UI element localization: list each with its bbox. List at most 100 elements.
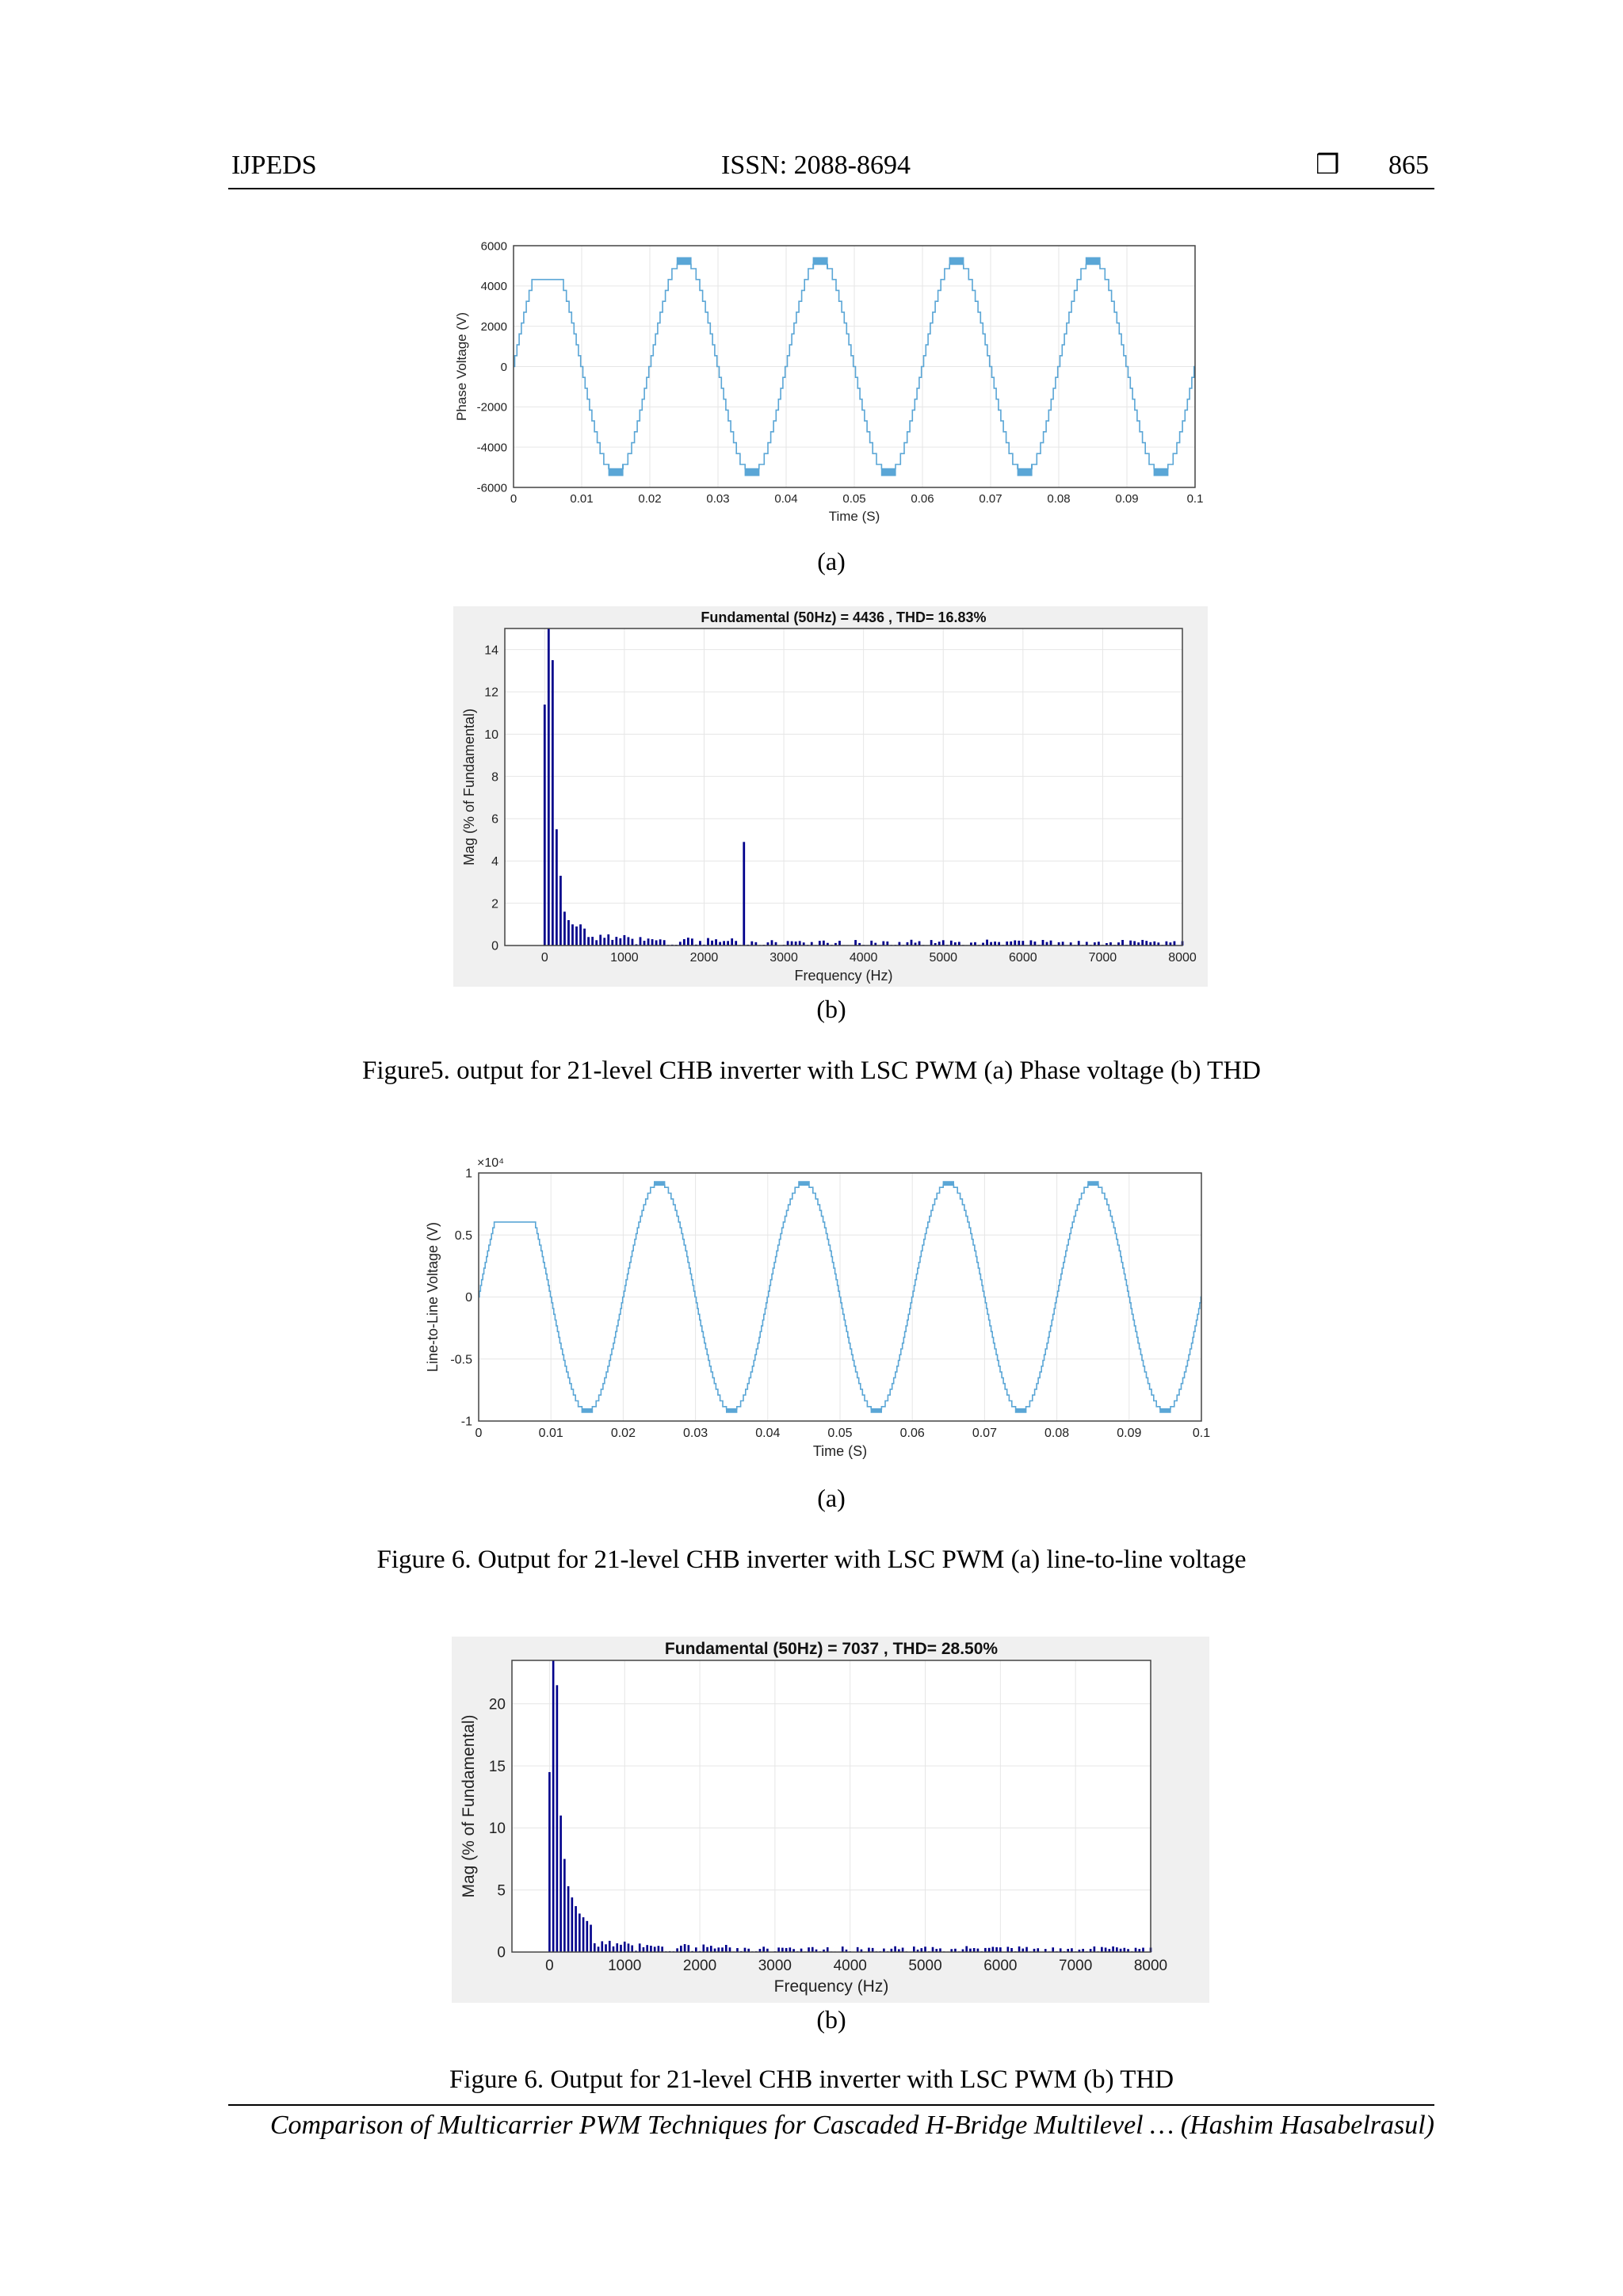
harmonic-bar	[743, 1947, 747, 1952]
x-tick-label: 7000	[1089, 951, 1117, 965]
fig5a-plot: 0 0.01 0.02 0.03 0.04 0.05 0.06 0.07 0.08 0.09 0.1…	[454, 239, 1203, 524]
y-tick-label: 4	[491, 855, 498, 869]
harmonic-bar	[935, 1948, 938, 1952]
harmonic-bar	[563, 911, 566, 946]
harmonic-bar	[579, 924, 582, 946]
harmonic-bar	[651, 939, 654, 946]
harmonic-bar	[841, 1946, 844, 1952]
harmonic-bar	[858, 942, 861, 946]
harmonic-bar	[680, 1945, 682, 1952]
harmonic-bar	[731, 938, 734, 946]
fig6b-chart: 0 1000 2000 3000 4000 5000 6000 7000 8000 20 15 10 5…	[452, 1637, 1209, 2003]
harmonic-bar	[655, 940, 658, 946]
harmonic-bar	[723, 941, 726, 946]
x-tick-label: 0.05	[842, 492, 865, 506]
harmonic-bar	[1165, 941, 1168, 946]
harmonic-bar	[543, 705, 546, 946]
harmonic-bar	[939, 1948, 941, 1952]
harmonic-bar	[661, 1946, 663, 1952]
harmonic-bar	[1112, 1946, 1114, 1952]
harmonic-bar	[770, 940, 773, 946]
harmonic-bar	[678, 942, 682, 946]
harmonic-bar	[998, 942, 1001, 946]
x-tick-label: 0.09	[1117, 1427, 1141, 1440]
x-tick-label: 4000	[834, 1958, 867, 1974]
harmonic-bar	[586, 1920, 589, 1952]
y-tick-label: 20	[489, 1696, 506, 1713]
header-rule	[228, 188, 1434, 189]
harmonic-bar	[774, 942, 777, 946]
fig6b-plot: 0 1000 2000 3000 4000 5000 6000 7000 8000 20 15 10 5…	[452, 1637, 1209, 2003]
harmonic-bar	[747, 1948, 750, 1952]
x-tick-label: 2000	[683, 1958, 716, 1974]
harmonic-bar	[1082, 1948, 1084, 1952]
plot-border	[513, 245, 1196, 488]
harmonic-bar	[950, 1949, 953, 1952]
plot-area	[505, 628, 1182, 946]
harmonic-bar	[591, 936, 594, 946]
harmonic-bar	[627, 937, 630, 946]
harmonic-bar	[659, 939, 662, 946]
harmonic-bar	[612, 1946, 615, 1952]
harmonic-bar	[754, 942, 758, 946]
harmonic-bar	[874, 942, 877, 946]
harmonic-bar	[894, 1946, 896, 1952]
harmonic-bar	[786, 941, 789, 946]
x-tick-label: 0.01	[539, 1427, 563, 1440]
harmonic-bar	[991, 1946, 995, 1952]
harmonic-bar	[1142, 1947, 1144, 1952]
plot-border	[511, 1660, 1151, 1953]
harmonic-bar	[556, 1685, 559, 1952]
harmonic-bar	[1133, 941, 1136, 946]
x-tick-label: 5000	[908, 1958, 941, 1974]
harmonic-bar	[706, 1946, 708, 1952]
y-tick-label: 0	[465, 1291, 472, 1305]
fig5a-chart: 0 0.01 0.02 0.03 0.04 0.05 0.06 0.07 0.08 0.09 0.1…	[444, 234, 1220, 539]
harmonic-bar	[766, 1948, 769, 1952]
fig6a-plot: 0 0.01 0.02 0.03 0.04 0.05 0.06 0.07 0.08 0.09 0.1…	[425, 1156, 1210, 1459]
harmonic-bar	[1052, 1947, 1055, 1952]
harmonic-bar	[1025, 1946, 1028, 1952]
harmonic-bar	[808, 1947, 810, 1952]
harmonic-bar	[551, 660, 554, 946]
y-multiplier: ×10⁴	[477, 1156, 504, 1170]
x-tick-label: 0.08	[1047, 492, 1070, 506]
harmonic-bar	[969, 1948, 972, 1952]
y-axis-label: Mag (% of Fundamental)	[460, 1714, 478, 1897]
harmonic-bar	[802, 942, 805, 946]
harmonic-bar	[883, 1948, 885, 1952]
harmonic-bar	[1108, 1949, 1111, 1952]
y-tick-label: 1	[465, 1167, 472, 1181]
harmonic-bar	[901, 1947, 904, 1952]
harmonic-bar	[914, 942, 917, 946]
harmonic-bar	[594, 1943, 596, 1952]
harmonic-bar	[785, 1947, 788, 1952]
page-number: 865	[1388, 151, 1429, 180]
harmonic-bar	[810, 942, 813, 946]
harmonic-bar	[646, 1945, 648, 1952]
harmonic-bar	[916, 1949, 919, 1952]
harmonic-bar	[1129, 940, 1132, 946]
harmonic-bar	[965, 1946, 968, 1952]
fig5-caption: Figure5. output for 21-level CHB inverte…	[361, 1056, 1262, 1085]
harmonic-bar	[638, 1943, 641, 1952]
y-tick-label: 6	[491, 813, 498, 827]
harmonic-bar	[599, 934, 602, 946]
harmonic-bar	[1041, 939, 1044, 946]
x-tick-label: 0.03	[683, 1427, 708, 1440]
harmonic-bar	[898, 942, 901, 946]
harmonic-bar	[982, 942, 984, 946]
harmonic-bar	[631, 1945, 634, 1952]
harmonic-bar	[615, 937, 618, 946]
harmonic-bar	[627, 1943, 630, 1952]
fig6a-chart: 0 0.01 0.02 0.03 0.04 0.05 0.06 0.07 0.08 0.09 0.1…	[412, 1151, 1220, 1476]
y-tick-label: 5	[497, 1882, 506, 1899]
harmonic-bar	[1018, 940, 1021, 946]
harmonic-bar	[823, 1949, 825, 1952]
issn: ISSN: 2088-8694	[721, 151, 911, 180]
harmonic-bar	[1157, 942, 1160, 946]
x-tick-label: 0	[475, 1427, 483, 1440]
harmonic-bar	[567, 920, 570, 946]
harmonic-bar	[1010, 941, 1013, 946]
y-axis-label: Line-to-Line Voltage (V)	[425, 1222, 441, 1372]
